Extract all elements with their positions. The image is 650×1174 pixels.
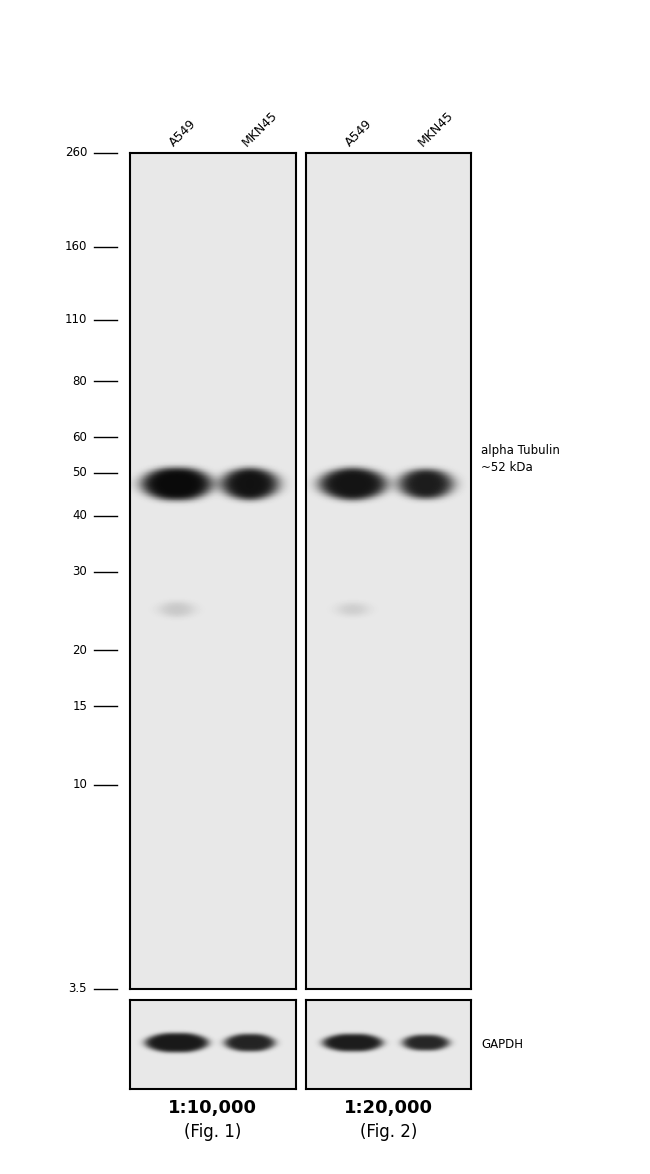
Text: GAPDH: GAPDH (481, 1038, 523, 1052)
Text: 1:10,000: 1:10,000 (168, 1099, 257, 1118)
Text: A549: A549 (343, 117, 374, 149)
Text: 110: 110 (65, 313, 87, 326)
Text: (Fig. 1): (Fig. 1) (184, 1122, 242, 1141)
Text: MKN45: MKN45 (240, 109, 281, 149)
Text: (Fig. 2): (Fig. 2) (359, 1122, 417, 1141)
Text: 50: 50 (72, 466, 87, 479)
Text: 260: 260 (65, 146, 87, 160)
Text: 160: 160 (65, 241, 87, 254)
Text: A549: A549 (167, 117, 199, 149)
Text: 10: 10 (72, 778, 87, 791)
Text: 20: 20 (72, 643, 87, 656)
Text: 3.5: 3.5 (69, 981, 87, 996)
Text: 1:20,000: 1:20,000 (344, 1099, 433, 1118)
Text: MKN45: MKN45 (415, 109, 456, 149)
Text: 30: 30 (72, 565, 87, 578)
Text: 80: 80 (72, 375, 87, 387)
Text: 15: 15 (72, 700, 87, 713)
Text: 40: 40 (72, 510, 87, 522)
Text: 60: 60 (72, 431, 87, 444)
Text: alpha Tubulin
~52 kDa: alpha Tubulin ~52 kDa (481, 444, 560, 474)
